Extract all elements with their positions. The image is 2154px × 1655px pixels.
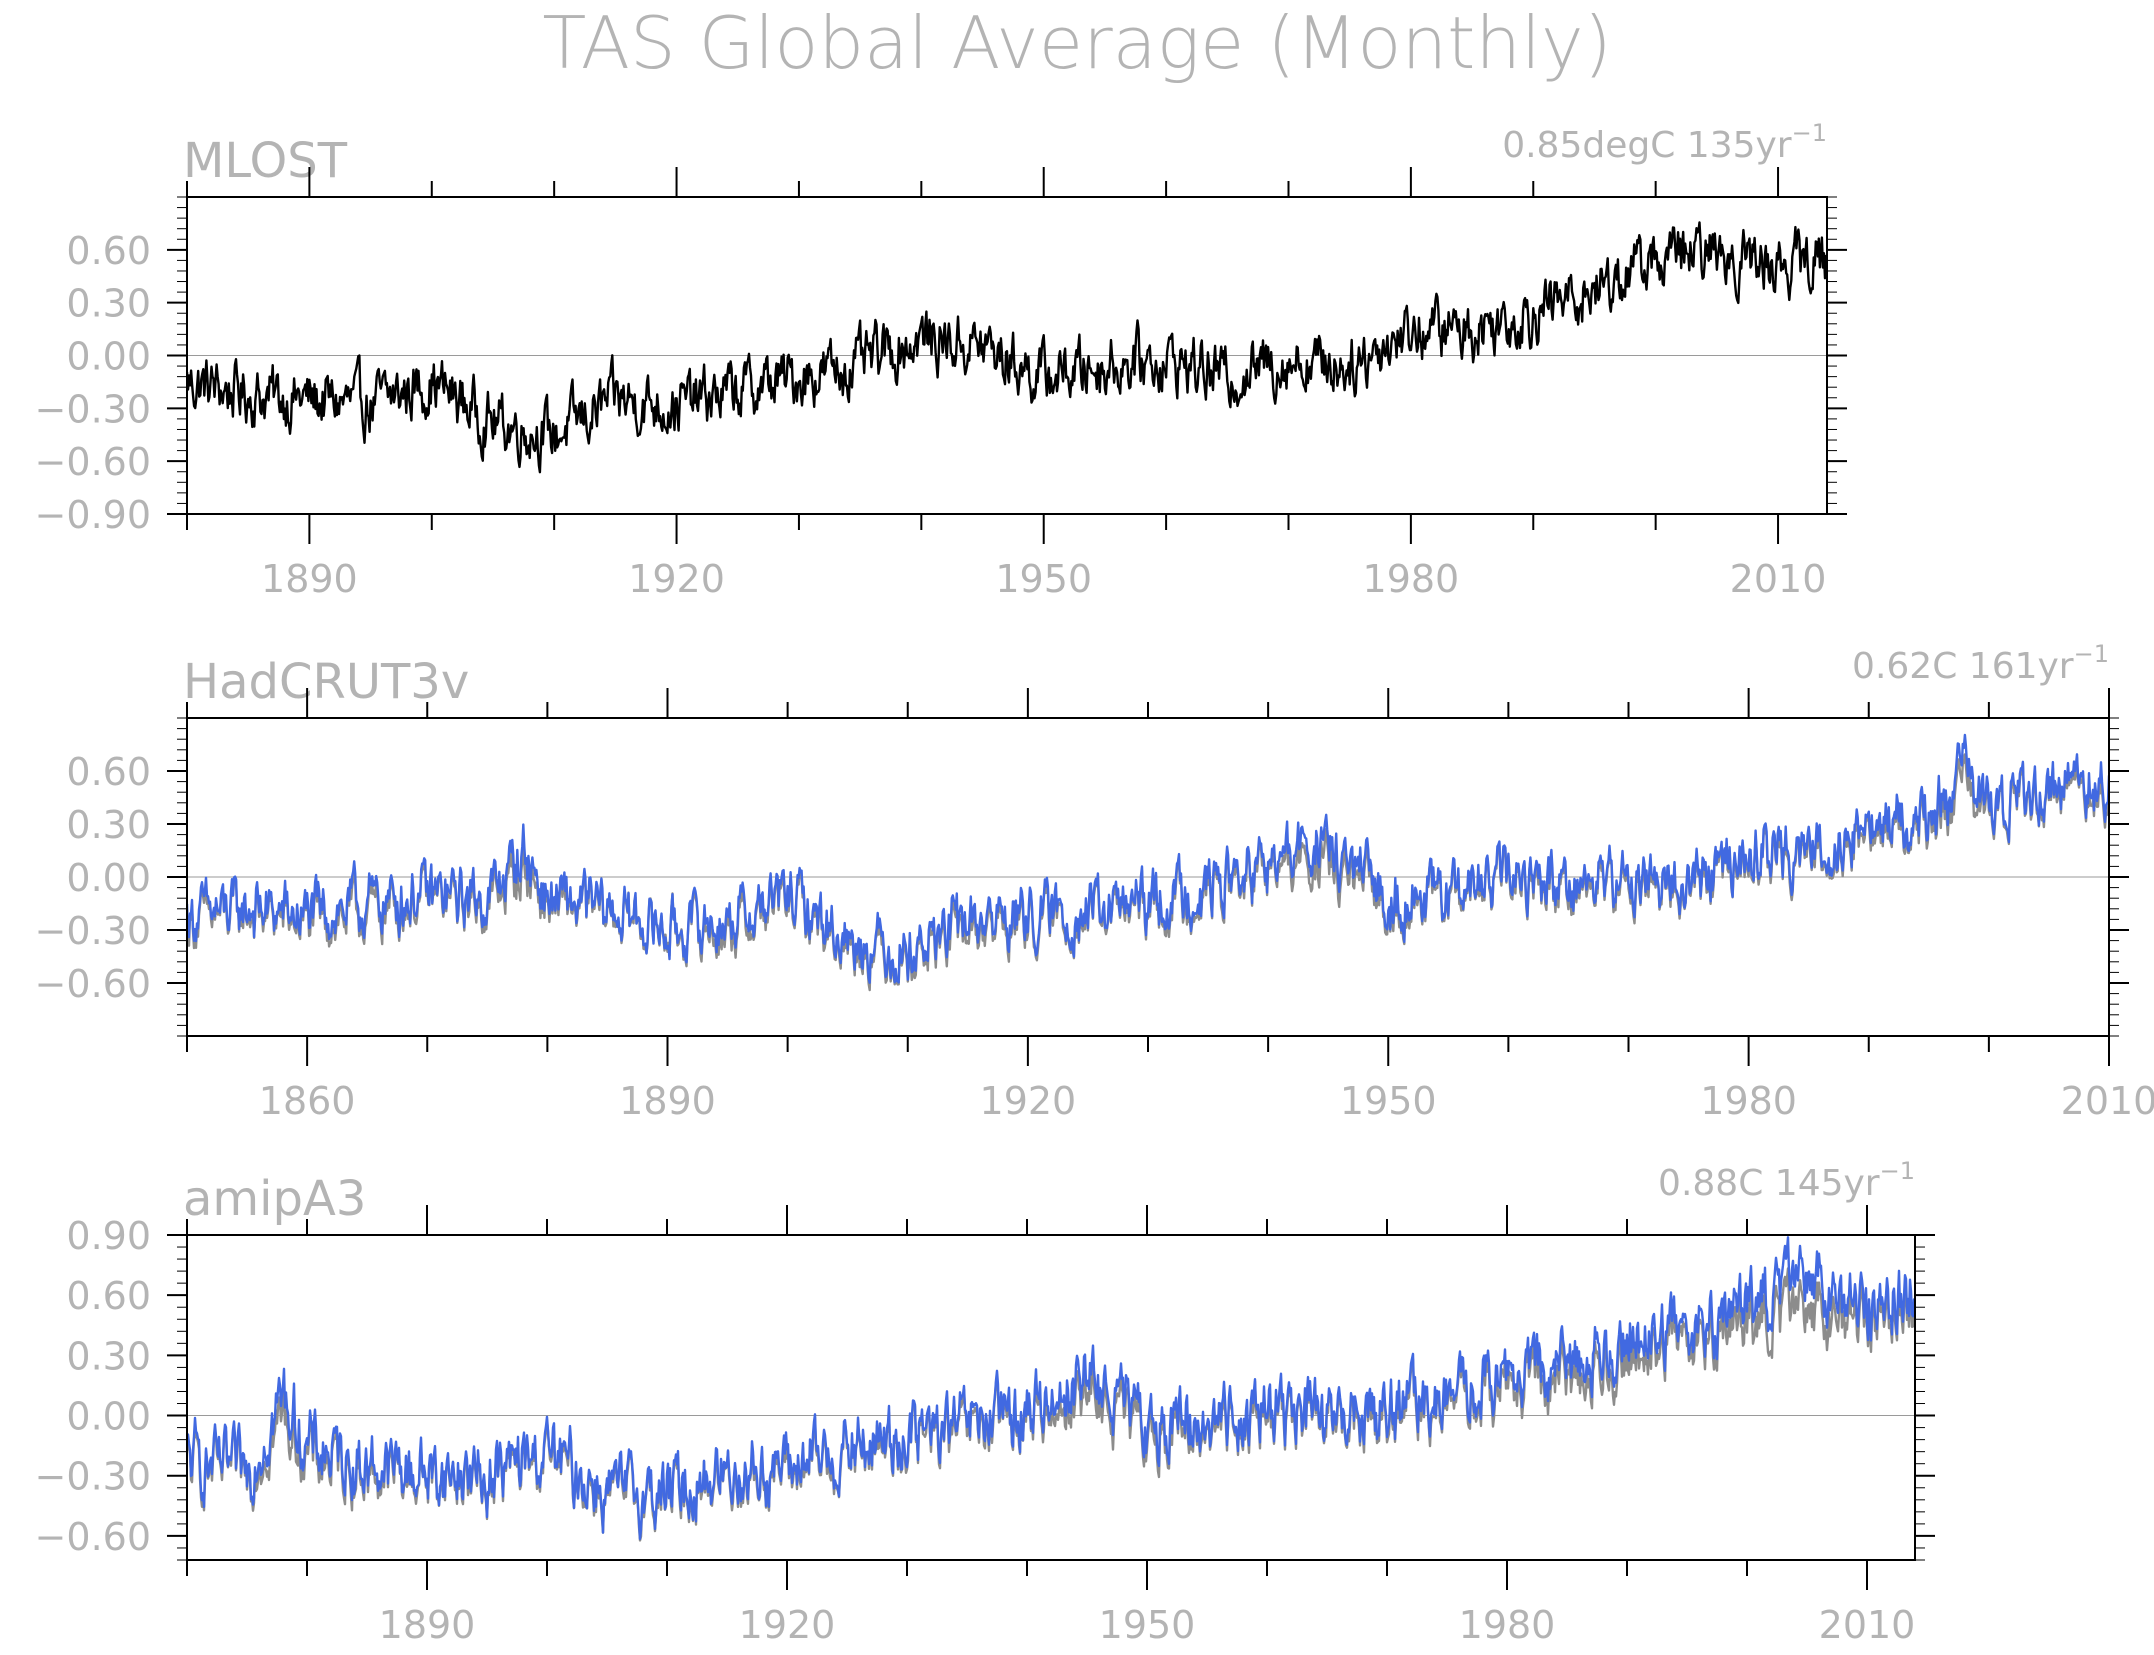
panels: MLOST 0.85degC 135yr−1 0.60 0.30 0.00 −0.30 −0…: [35, 119, 2154, 1647]
x-tick-label: 1860: [259, 1079, 356, 1123]
x-tick-label: 1950: [1099, 1603, 1196, 1647]
x-tick-label: 2010: [1730, 557, 1827, 601]
y-tick-label: −0.90: [35, 493, 151, 537]
panel-trend-label: 0.62C 161yr−1: [1852, 640, 2109, 687]
series-line-2: [187, 733, 2109, 984]
y-tick-label: 0.00: [66, 856, 151, 900]
panel-1: MLOST 0.85degC 135yr−1 0.60 0.30 0.00 −0.30 −0…: [35, 119, 1847, 601]
y-tick-label: 0.60: [66, 750, 151, 794]
panel-trend-exponent: −1: [1792, 119, 1827, 147]
y-tick-label: 0.00: [66, 335, 151, 379]
x-tick-label: 1980: [1700, 1079, 1797, 1123]
series-line-2: [187, 1236, 1915, 1541]
plot-frame: [186, 1234, 1916, 1561]
y-tick-label: −0.30: [35, 1455, 151, 1499]
y-tick-label: −0.30: [35, 909, 151, 953]
y-tick-label: −0.60: [35, 440, 151, 484]
panel-title: MLOST: [183, 133, 348, 189]
x-tick-label: 1920: [628, 557, 725, 601]
y-tick-label: 0.30: [66, 1334, 151, 1378]
x-tick-label: 1980: [1459, 1603, 1556, 1647]
x-tick-label: 2010: [2061, 1079, 2154, 1123]
y-tick-label: −0.60: [35, 962, 151, 1006]
y-tick-label: 0.90: [66, 1214, 151, 1258]
x-tick-label: 2010: [1819, 1603, 1916, 1647]
y-tick-label: 0.30: [66, 282, 151, 326]
y-tick-label: 0.30: [66, 803, 151, 847]
y-tick-label: 0.60: [66, 229, 151, 273]
x-tick-label: 1890: [619, 1079, 716, 1123]
panel-trend-label: 0.85degC 135yr−1: [1502, 119, 1827, 166]
x-tick-label: 1950: [995, 557, 1092, 601]
panel-title: amipA3: [183, 1171, 366, 1227]
x-tick-label: 1920: [739, 1603, 836, 1647]
y-tick-label: −0.60: [35, 1515, 151, 1559]
series-line-1: [187, 753, 2109, 992]
figure-title: TAS Global Average (Monthly): [542, 1, 1611, 85]
panel-trend-exponent: −1: [1880, 1157, 1915, 1185]
panel-3: amipA3 0.88C 145yr−1 0.90 0.60 0.30 0.00 −0.30…: [35, 1157, 1935, 1647]
panel-trend-label: 0.88C 145yr−1: [1658, 1157, 1915, 1204]
panel-trend-exponent: −1: [2074, 640, 2109, 668]
panel-2: HadCRUT3v 0.62C 161yr−1 0.60 0.30 0.00 −0.30 −…: [35, 640, 2154, 1123]
x-tick-label: 1980: [1363, 557, 1460, 601]
x-tick-label: 1950: [1340, 1079, 1437, 1123]
x-tick-label: 1890: [261, 557, 358, 601]
x-tick-label: 1890: [379, 1603, 476, 1647]
series-line-1: [187, 221, 1827, 474]
y-tick-label: −0.30: [35, 387, 151, 431]
y-tick-label: 0.60: [66, 1274, 151, 1318]
panel-title: HadCRUT3v: [183, 654, 469, 710]
x-tick-label: 1920: [980, 1079, 1077, 1123]
y-tick-label: 0.00: [66, 1395, 151, 1439]
